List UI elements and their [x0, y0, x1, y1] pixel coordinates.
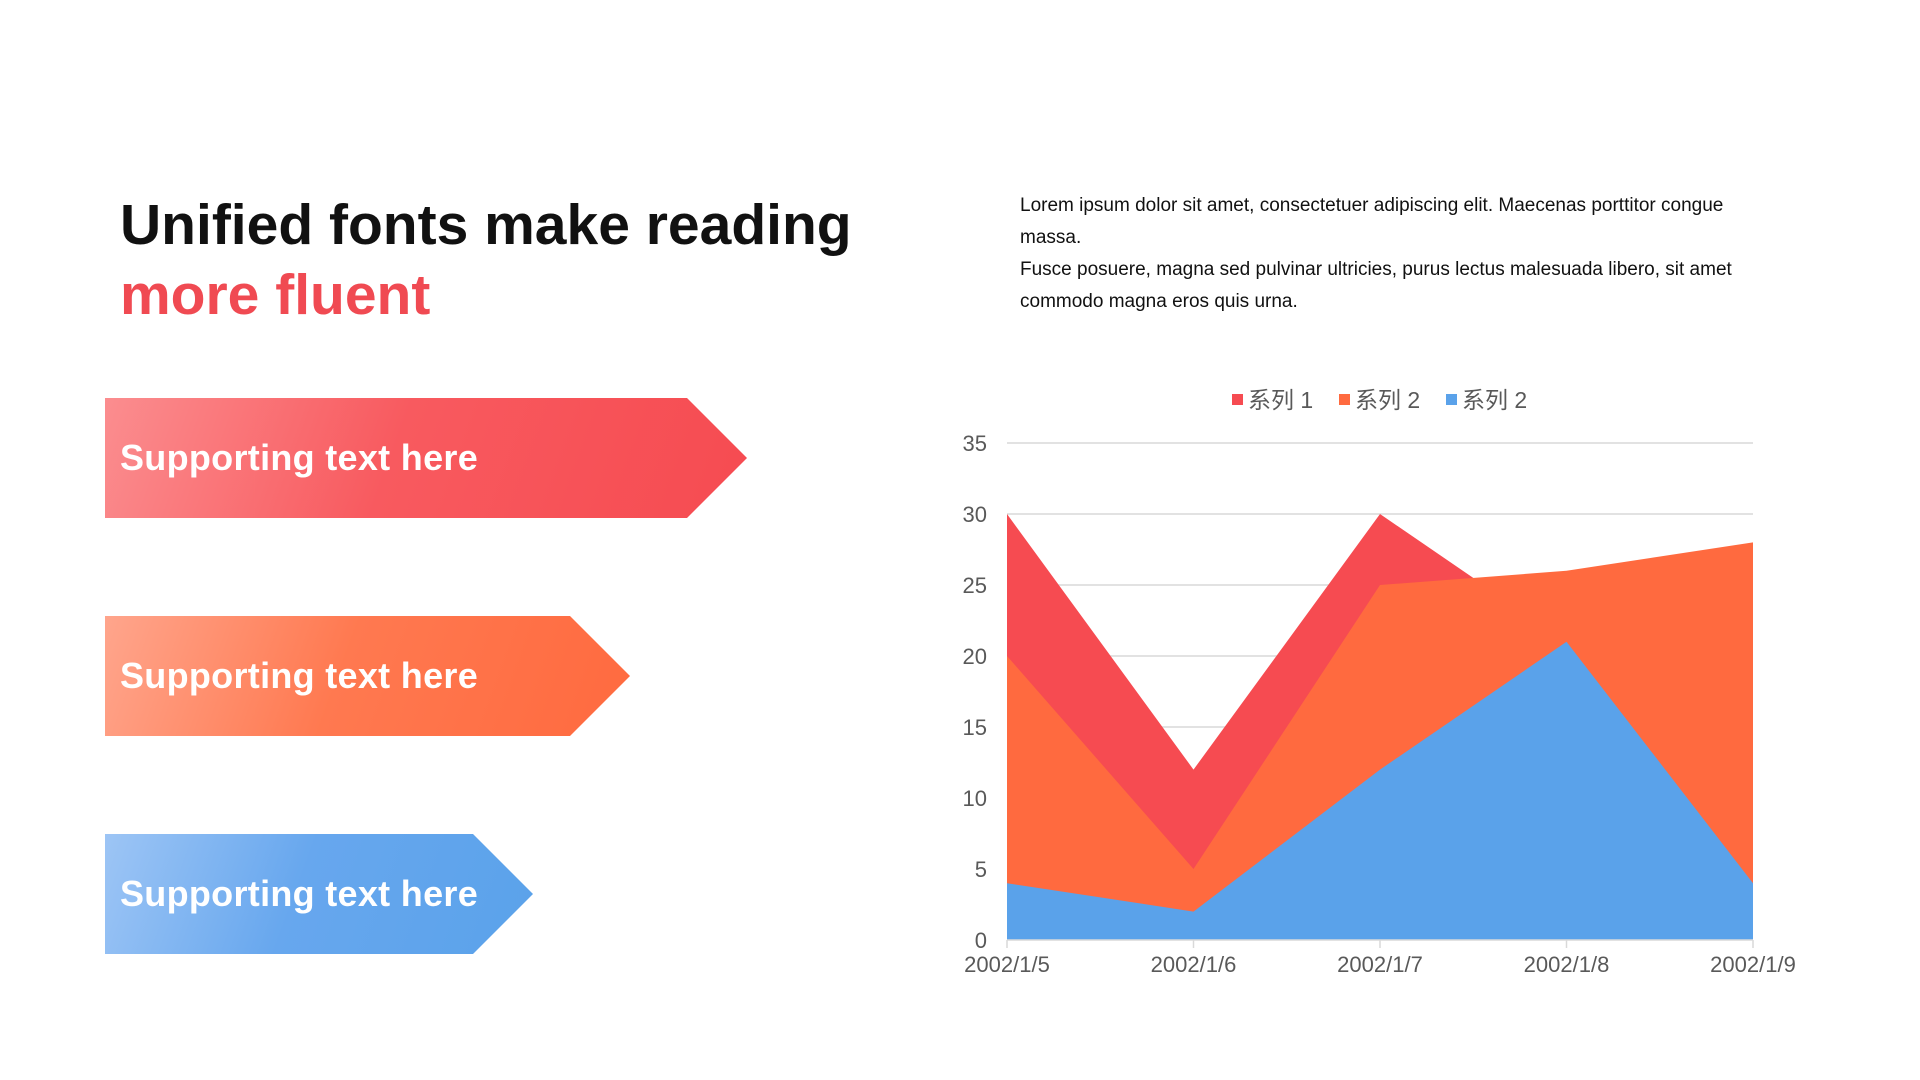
chart-axes: 0 5 10 15 20 25 30 35 2002/1/5 2002/1/6 2002/1/7 20… — [963, 431, 1796, 977]
y-tick-label: 25 — [963, 573, 987, 598]
chart-legend: 系列 1 系列 2 系列 2 — [1232, 387, 1527, 413]
title-line-1: Unified fonts make reading — [120, 193, 852, 257]
y-tick-label: 35 — [963, 431, 987, 456]
legend-swatch-3 — [1446, 394, 1457, 405]
x-tick-label: 2002/1/9 — [1710, 952, 1796, 977]
arrow-banner-3-label: Supporting text here — [120, 873, 479, 914]
x-tick-label: 2002/1/8 — [1524, 952, 1610, 977]
area-chart: 系列 1 系列 2 系列 2 0 5 10 15 20 25 30 35 2002/1/5 2002/… — [963, 387, 1796, 977]
description-text: Lorem ipsum dolor sit amet, consectetuer… — [1020, 190, 1775, 318]
legend-label-2: 系列 2 — [1355, 387, 1420, 413]
x-tick-label: 2002/1/6 — [1151, 952, 1237, 977]
y-tick-label: 10 — [963, 786, 987, 811]
y-tick-label: 15 — [963, 715, 987, 740]
description-paragraph-1: Lorem ipsum dolor sit amet, consectetuer… — [1020, 195, 1724, 248]
y-tick-label: 5 — [975, 857, 987, 882]
slide-title: Unified fonts make reading more fluent — [120, 190, 852, 330]
y-tick-label: 30 — [963, 502, 987, 527]
title-line-2: more fluent — [120, 263, 431, 327]
legend-label-3: 系列 2 — [1462, 387, 1527, 413]
arrow-banner-2-label: Supporting text here — [120, 655, 479, 696]
y-tick-label: 0 — [975, 928, 987, 953]
legend-label-1: 系列 1 — [1248, 387, 1313, 413]
chart-areas — [1007, 514, 1753, 940]
y-tick-label: 20 — [963, 644, 987, 669]
legend-swatch-1 — [1232, 394, 1243, 405]
x-tick-label: 2002/1/5 — [964, 952, 1050, 977]
arrow-banner-2: Supporting text here — [105, 616, 630, 736]
x-tick-label: 2002/1/7 — [1337, 952, 1423, 977]
legend-swatch-2 — [1339, 394, 1350, 405]
arrow-banner-1: Supporting text here — [105, 398, 747, 518]
arrow-banner-3: Supporting text here — [105, 834, 533, 954]
area-series-3 — [1007, 641, 1753, 940]
description-paragraph-2: Fusce posuere, magna sed pulvinar ultric… — [1020, 259, 1732, 312]
arrow-banner-1-label: Supporting text here — [120, 437, 479, 478]
